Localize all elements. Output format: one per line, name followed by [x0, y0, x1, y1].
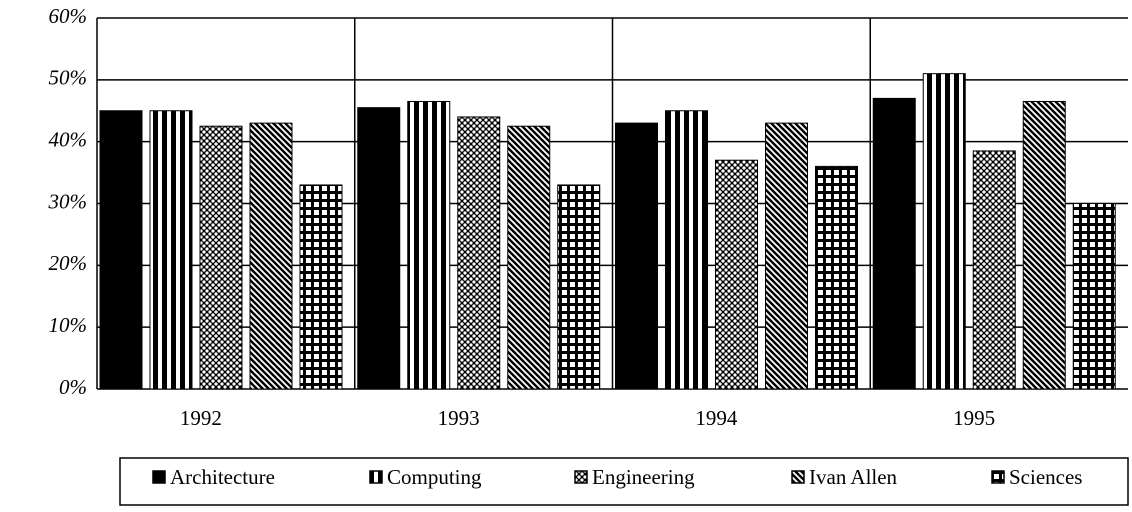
bar — [407, 100, 451, 390]
bar — [872, 97, 916, 390]
bar — [972, 150, 1016, 390]
y-tick-label: 40% — [49, 127, 88, 151]
legend-label: Ivan Allen — [809, 465, 898, 489]
bar — [199, 125, 243, 390]
bar — [99, 110, 143, 390]
x-tick-label: 1993 — [438, 406, 480, 430]
bar — [1072, 203, 1116, 390]
bar — [357, 107, 401, 390]
y-tick-label: 50% — [49, 66, 88, 90]
bar — [299, 184, 343, 390]
bar — [765, 122, 808, 390]
bar — [457, 116, 501, 390]
y-tick-label: 20% — [49, 251, 88, 275]
legend-marker — [574, 470, 588, 484]
legend-marker — [369, 470, 383, 484]
y-tick-label: 30% — [48, 189, 88, 213]
bar — [1022, 100, 1066, 390]
bar — [665, 110, 708, 390]
legend-marker — [152, 470, 166, 484]
bar — [557, 184, 601, 390]
x-tick-label: 1994 — [695, 406, 738, 430]
legend-label: Computing — [387, 465, 482, 489]
bar — [615, 122, 658, 390]
x-tick-label: 1995 — [953, 406, 995, 430]
y-tick-label: 10% — [49, 313, 88, 337]
bar — [249, 122, 293, 390]
x-tick-label: 1992 — [180, 406, 222, 430]
legend-box — [119, 457, 1129, 506]
bar — [815, 165, 858, 390]
bar — [715, 159, 758, 390]
legend-marker — [991, 470, 1005, 484]
bar — [149, 110, 193, 390]
legend-label: Sciences — [1009, 465, 1082, 489]
legend-label: Engineering — [592, 465, 695, 489]
bar — [507, 125, 551, 390]
y-tick-label: 0% — [59, 375, 87, 399]
bar — [922, 73, 966, 390]
legend-marker — [791, 470, 805, 484]
y-tick-label: 60% — [49, 4, 88, 28]
legend-label: Architecture — [170, 465, 275, 489]
